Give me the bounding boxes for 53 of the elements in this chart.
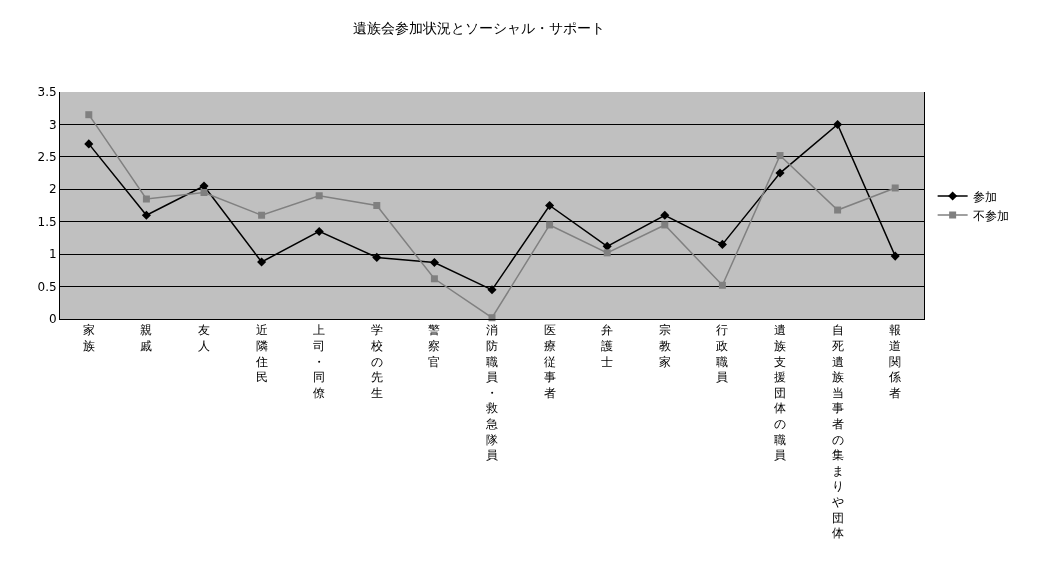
x-tick-label: 弁護士 [601, 323, 614, 369]
point [545, 200, 555, 211]
y-tick-label: 1 [48, 247, 57, 262]
point [373, 202, 381, 209]
point [372, 252, 382, 262]
x-tick-label: 学校の先生 [369, 323, 383, 400]
x-tick-label: 宗教家 [658, 323, 671, 369]
point [603, 249, 611, 257]
x-tick-label: 報道関係者 [888, 323, 902, 400]
y-tick-label: 2.5 [37, 150, 57, 165]
y-tick-label: 0.5 [37, 279, 57, 294]
point [430, 275, 438, 283]
point [142, 195, 150, 203]
point [775, 168, 785, 178]
y-tick-label: 0 [48, 312, 57, 327]
point [141, 210, 151, 220]
chart-title: 遺族会参加状況とソーシャル・サポート [352, 20, 605, 37]
point [314, 226, 324, 236]
point [891, 184, 899, 192]
point [834, 206, 842, 214]
x-tick-label: 行政職員 [716, 323, 729, 385]
point [429, 258, 439, 268]
x-tick-label: 家族 [82, 323, 95, 353]
x-tick-label: 医療従事者 [543, 323, 556, 400]
x-tick-label: 警察官 [428, 323, 441, 369]
point [718, 281, 726, 289]
legend-label: 参加 [972, 189, 997, 204]
point [85, 111, 93, 119]
category-label: 消防職員・救急隊員 [486, 323, 498, 463]
y-tick-label: 3.5 [37, 85, 57, 100]
point [717, 239, 727, 249]
x-tick-label: 上司・同僚 [313, 323, 326, 400]
category-label: 遺族支援団体の職員 [774, 323, 786, 463]
point [200, 189, 208, 197]
point [257, 257, 267, 267]
x-tick-label: 親戚 [140, 323, 153, 353]
legend-label: 不参加 [972, 208, 1009, 223]
point [258, 211, 266, 219]
y-tick-label: 3 [48, 117, 57, 132]
point [776, 152, 784, 160]
category-label: 自死遺族当事者の集まりや団体 [831, 323, 844, 541]
point [487, 285, 497, 295]
point [890, 251, 900, 261]
point [84, 139, 94, 149]
point [833, 119, 843, 129]
point [661, 221, 669, 229]
point [315, 192, 323, 200]
point [546, 221, 554, 229]
y-tick-label: 1.5 [37, 214, 57, 229]
y-tick-label: 2 [48, 182, 57, 197]
point [660, 210, 670, 220]
x-tick-label: 友人 [198, 323, 210, 353]
x-tick-label: 近隣住民 [254, 323, 268, 385]
